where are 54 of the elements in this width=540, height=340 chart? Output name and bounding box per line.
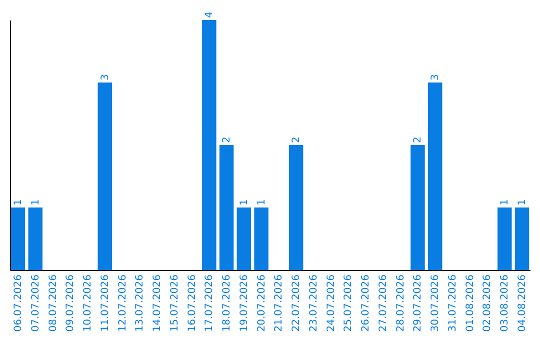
x-tick-label: 28.07.2026 [395, 274, 406, 332]
bar [410, 145, 425, 270]
data-label: 1 [238, 199, 250, 206]
bar [288, 145, 304, 270]
x-tick-label: 12.07.2026 [117, 274, 128, 332]
x-tick-label: 20.07.2026 [256, 274, 268, 332]
bar [498, 208, 512, 270]
bar [236, 208, 252, 270]
bar [428, 82, 442, 270]
bar [10, 208, 26, 270]
data-label: 1 [256, 199, 268, 206]
data-label: 1 [30, 199, 42, 206]
bar [202, 20, 216, 270]
x-tick-label: 22.07.2026 [291, 274, 302, 332]
x-tick-label: 31.07.2026 [447, 274, 458, 332]
x-tick-label: 02.08.2026 [482, 274, 494, 332]
x-tick-label: 23.07.2026 [308, 274, 320, 332]
x-tick-label: 13.07.2026 [134, 274, 146, 332]
data-label: 2 [222, 136, 233, 143]
x-tick-label: 14.07.2026 [152, 274, 164, 332]
x-tick-label: 11.07.2026 [100, 274, 111, 332]
bar [219, 145, 234, 270]
x-tick-label: 06.07.2026 [12, 274, 24, 332]
x-tick-label: 21.07.2026 [274, 274, 285, 332]
bar [28, 208, 42, 270]
x-tick-label: 19.07.2026 [238, 274, 250, 332]
data-label: 3 [100, 74, 111, 80]
bar [514, 208, 530, 270]
bar [98, 82, 112, 270]
x-tick-label: 30.07.2026 [430, 274, 442, 332]
x-tick-label: 04.08.2026 [517, 274, 528, 332]
data-label: 4 [204, 12, 216, 18]
x-tick-label: 16.07.2026 [186, 274, 198, 332]
data-label: 1 [12, 199, 24, 206]
bar [254, 208, 268, 270]
data-label: 2 [412, 136, 424, 143]
x-tick-label: 27.07.2026 [378, 274, 389, 332]
x-tick-label: 09.07.2026 [65, 274, 76, 332]
x-tick-label: 17.07.2026 [204, 274, 216, 332]
data-label: 1 [500, 199, 511, 206]
data-label: 2 [291, 136, 302, 143]
x-tick-label: 10.07.2026 [82, 274, 94, 332]
x-tick-label: 07.07.2026 [30, 274, 42, 332]
data-label: 1 [517, 199, 528, 206]
x-tick-label: 25.07.2026 [343, 274, 354, 332]
x-tick-label: 26.07.2026 [360, 274, 372, 332]
x-tick-label: 18.07.2026 [222, 274, 233, 332]
data-label: 3 [430, 74, 442, 80]
x-tick-label: 15.07.2026 [169, 274, 180, 332]
x-tick-label: 03.08.2026 [500, 274, 511, 332]
x-tick-label: 08.07.2026 [48, 274, 59, 332]
x-tick-label: 29.07.2026 [412, 274, 424, 332]
x-tick-label: 24.07.2026 [326, 274, 337, 332]
x-tick-label: 01.08.2026 [464, 274, 476, 332]
